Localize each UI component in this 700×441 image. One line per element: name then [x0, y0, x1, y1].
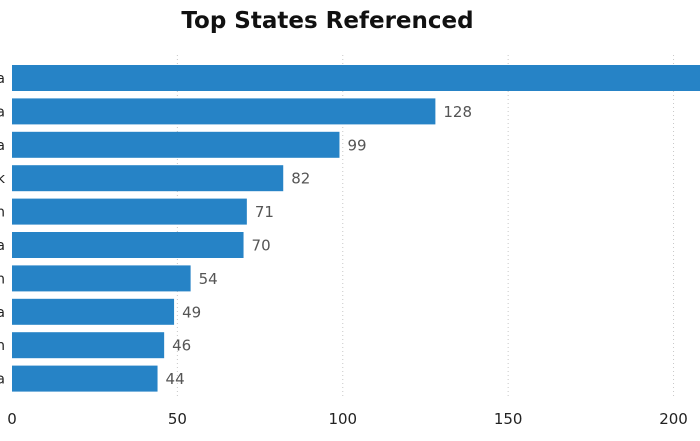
category-label: n [0, 271, 5, 287]
x-tick-label: 200 [659, 410, 688, 428]
bar-value-label: 49 [182, 303, 201, 321]
x-tick-label: 100 [328, 410, 357, 428]
bar-value-label: 44 [166, 370, 185, 388]
bar [12, 265, 191, 292]
bar-value-label: 99 [347, 136, 366, 154]
category-label: a [0, 372, 5, 388]
category-label: n [0, 205, 5, 221]
bar-value-label: 128 [443, 103, 472, 121]
bar-value-label: 46 [172, 337, 191, 355]
bar [12, 332, 165, 359]
bar [12, 232, 244, 258]
bar [12, 198, 247, 225]
category-label: a [0, 71, 5, 87]
x-tick-label: 0 [7, 410, 17, 428]
category-label: n [0, 338, 5, 354]
x-tick-label: 50 [168, 410, 187, 428]
bar [12, 98, 436, 125]
category-label: a [0, 305, 5, 321]
category-label: a [0, 238, 5, 254]
category-label: a [0, 104, 5, 120]
bar [12, 365, 158, 392]
chart-title: Top States Referenced [181, 8, 474, 34]
bar-value-label: 54 [199, 270, 218, 288]
bar-value-label: 70 [252, 237, 271, 255]
bar-value-label: 82 [291, 170, 310, 188]
category-label: a [0, 138, 5, 154]
bar [12, 165, 284, 192]
category-label: k [0, 171, 6, 187]
bar [12, 298, 175, 325]
bar-value-label: 71 [255, 203, 274, 221]
bar [12, 131, 340, 158]
bar [12, 65, 700, 91]
x-tick-label: 150 [494, 410, 523, 428]
